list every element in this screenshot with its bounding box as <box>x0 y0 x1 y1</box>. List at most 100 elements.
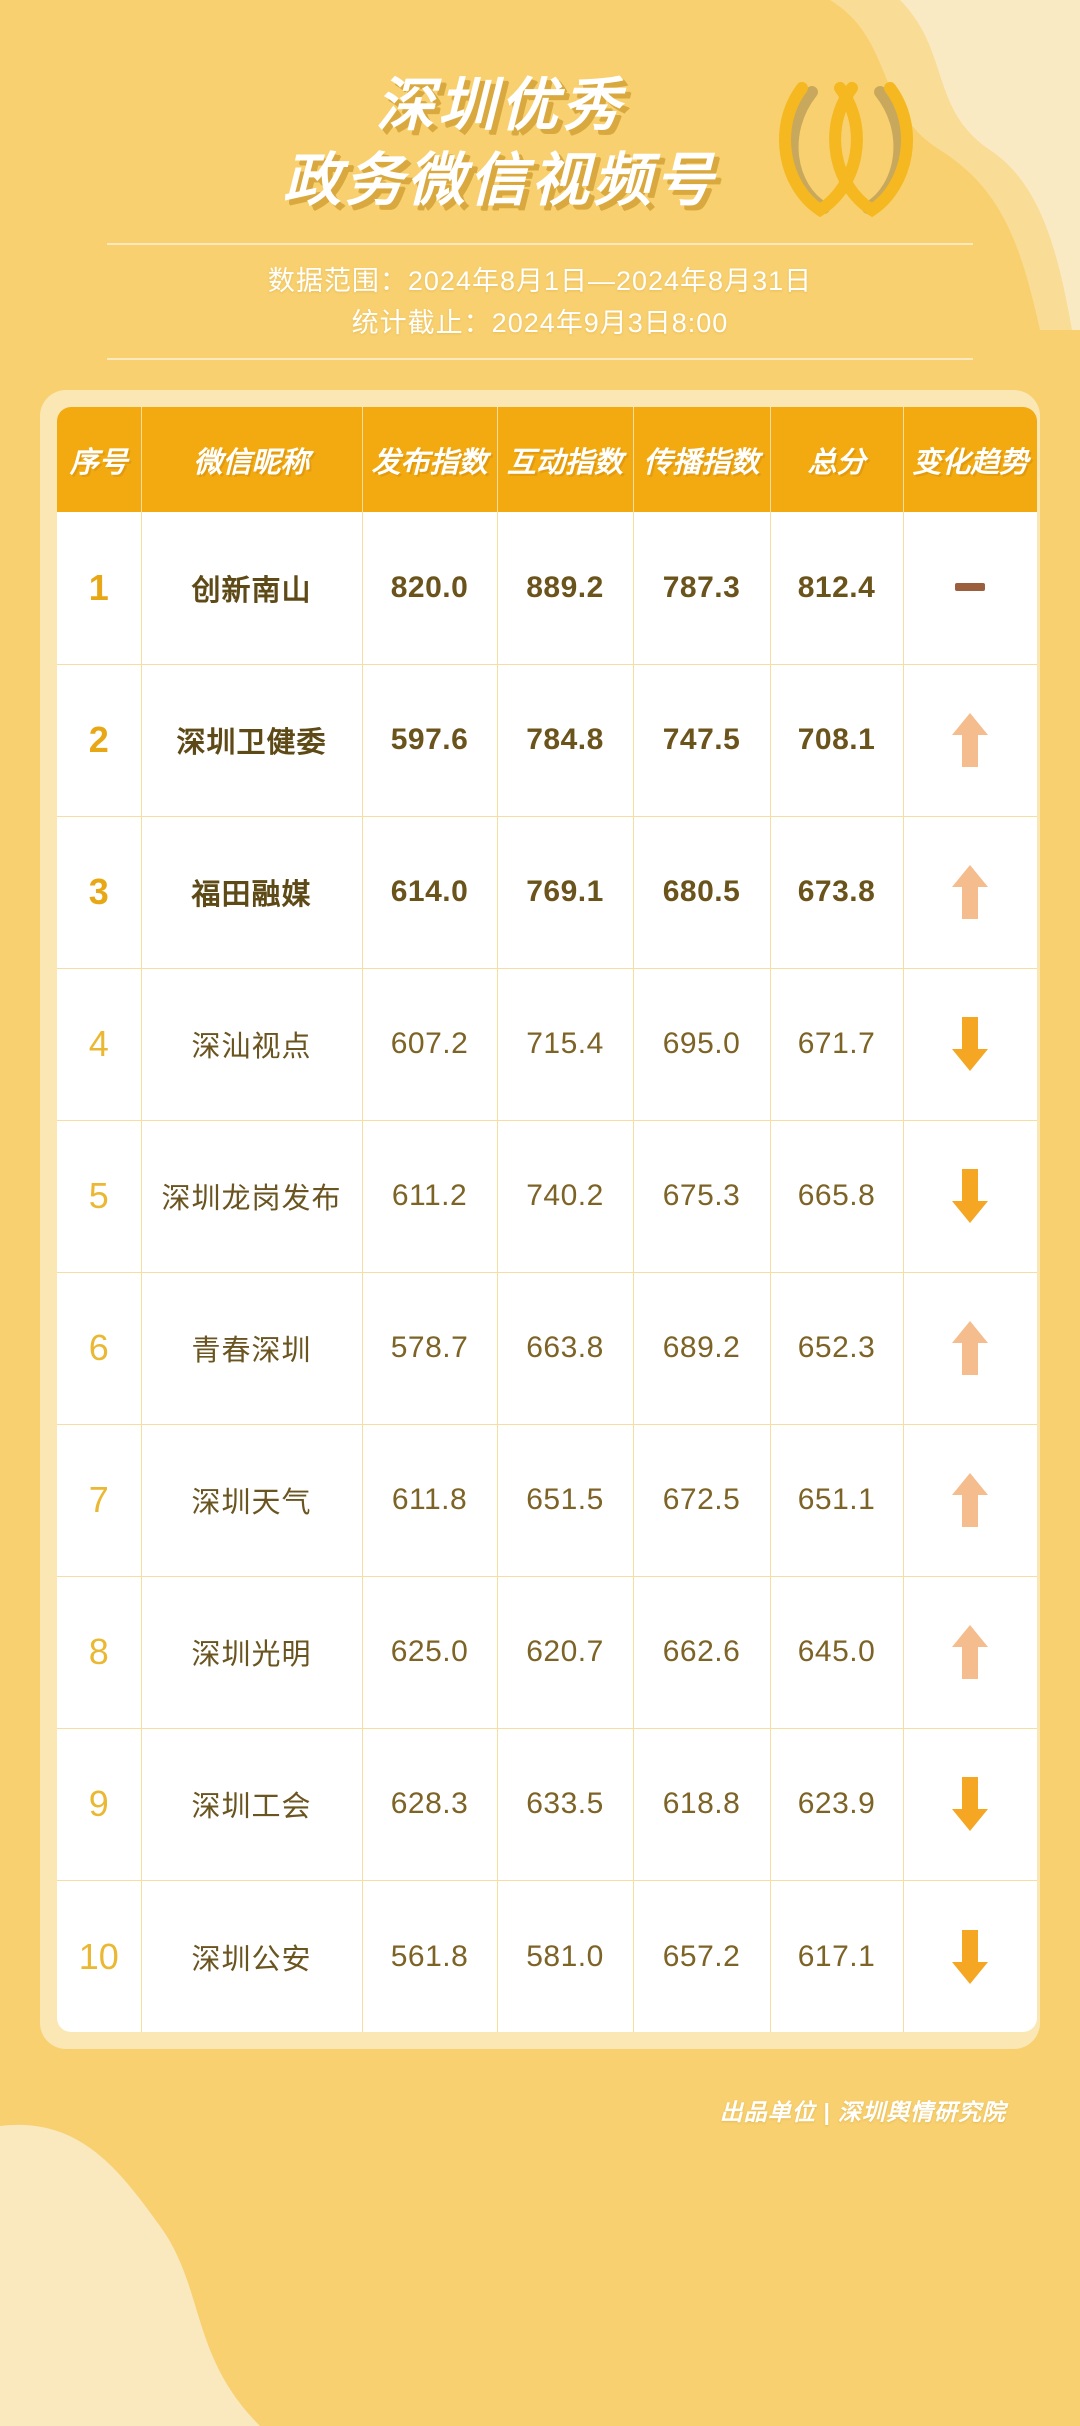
cell-rank-text: 1 <box>88 567 109 609</box>
cell-nickname-text: 深圳公安 <box>191 1943 312 1976</box>
cell-nickname: 福田融媒 <box>141 816 363 969</box>
cell-spread: 689.2 <box>633 1272 771 1425</box>
cell-interact: 740.2 <box>497 1120 634 1273</box>
cell-spread-text: 662.6 <box>662 1635 741 1669</box>
table-header-row: 序号 微信昵称 发布指数 互动指数 传播指数 总分 变化趋势 <box>57 407 1037 513</box>
cell-publish-text: 578.7 <box>390 1331 469 1365</box>
data-range-text: 数据范围：2024年8月1日—2024年8月31日 <box>267 265 813 296</box>
cell-rank-text: 6 <box>88 1327 109 1369</box>
header-divider-top <box>107 242 973 245</box>
column-header-spread: 传播指数 <box>633 407 771 513</box>
cell-interact: 769.1 <box>497 816 634 969</box>
table-row: 1 创新南山 820.0 889.2 787.3 812.4 <box>57 512 1037 665</box>
table-row: 5 深圳龙岗发布 611.2 740.2 675.3 665.8 <box>57 1120 1037 1273</box>
cell-nickname-text: 深圳天气 <box>191 1487 312 1520</box>
cell-total: 673.8 <box>770 816 904 969</box>
table-row: 10 深圳公安 561.8 581.0 657.2 617.1 <box>57 1880 1037 2033</box>
cell-total: 652.3 <box>770 1272 904 1425</box>
cell-rank-text: 9 <box>88 1783 109 1825</box>
cell-interact: 784.8 <box>497 664 634 817</box>
cell-publish-text: 614.0 <box>390 875 469 909</box>
table-row: 2 深圳卫健委 597.6 784.8 747.5 708.1 <box>57 664 1037 817</box>
page-header: 深圳优秀 政务微信视频号 数据范围：2024年8月1日—2024年8月31日 统… <box>0 0 1080 361</box>
cell-total: 665.8 <box>770 1120 904 1273</box>
arrow-up-icon <box>904 1577 1038 1728</box>
cell-publish: 625.0 <box>362 1576 498 1729</box>
cell-publish-text: 611.2 <box>391 1179 468 1213</box>
cell-publish-text: 597.6 <box>390 723 469 757</box>
cell-spread-text: 680.5 <box>662 875 741 909</box>
cell-nickname-text: 深圳龙岗发布 <box>161 1183 342 1216</box>
table-header: 序号 微信昵称 发布指数 互动指数 传播指数 总分 变化趋势 <box>57 407 1037 513</box>
column-header-interact: 互动指数 <box>497 407 634 513</box>
table-row: 4 深汕视点 607.2 715.4 695.0 671.7 <box>57 968 1037 1121</box>
cell-publish-text: 561.8 <box>390 1939 469 1973</box>
cell-interact: 889.2 <box>497 512 634 665</box>
cell-spread: 695.0 <box>633 968 771 1121</box>
cell-spread: 618.8 <box>633 1728 771 1881</box>
cell-publish: 597.6 <box>362 664 498 817</box>
column-header-rank: 序号 <box>57 407 142 513</box>
cell-interact-text: 581.0 <box>526 1939 604 1973</box>
cell-trend <box>903 1728 1037 1880</box>
cell-rank: 9 <box>57 1728 142 1881</box>
cell-rank: 3 <box>57 816 142 969</box>
table-row: 8 深圳光明 625.0 620.7 662.6 645.0 <box>57 1576 1037 1729</box>
cell-trend <box>903 664 1037 816</box>
cell-total-text: 652.3 <box>797 1331 876 1365</box>
cell-rank-text: 5 <box>88 1175 109 1217</box>
arrow-up-icon <box>904 1273 1038 1424</box>
table-row: 9 深圳工会 628.3 633.5 618.8 623.9 <box>57 1728 1037 1881</box>
table-body: 1 创新南山 820.0 889.2 787.3 812.4 2 深圳卫健委 597.6 784.… <box>57 512 1038 2033</box>
cell-trend <box>903 1424 1037 1576</box>
cell-nickname-text: 深圳卫健委 <box>176 727 327 760</box>
cell-total: 812.4 <box>770 512 904 665</box>
header-subtitle: 数据范围：2024年8月1日—2024年8月31日 统计截止：2024年9月3日… <box>0 245 1080 359</box>
cell-spread: 747.5 <box>633 664 771 817</box>
cell-nickname: 深圳公安 <box>141 1880 363 2033</box>
cell-spread: 672.5 <box>633 1424 771 1577</box>
cell-rank-text: 4 <box>88 1023 109 1065</box>
arrow-down-icon <box>904 1121 1038 1272</box>
cell-spread-text: 787.3 <box>662 571 741 605</box>
cell-rank-text: 7 <box>88 1479 109 1521</box>
cell-nickname-text: 深圳光明 <box>191 1639 312 1672</box>
cell-interact-text: 651.5 <box>526 1483 604 1517</box>
cell-total-text: 812.4 <box>797 571 876 605</box>
cell-total-text: 708.1 <box>797 723 876 757</box>
arrow-down-icon <box>904 1729 1038 1880</box>
cell-interact-text: 633.5 <box>526 1787 604 1821</box>
cell-spread: 675.3 <box>633 1120 771 1273</box>
cell-spread: 662.6 <box>633 1576 771 1729</box>
cell-publish: 614.0 <box>362 816 498 969</box>
table-row: 6 青春深圳 578.7 663.8 689.2 652.3 <box>57 1272 1038 1425</box>
cell-rank-text: 2 <box>88 719 109 761</box>
cell-total-text: 623.9 <box>797 1787 876 1821</box>
cell-spread: 787.3 <box>633 512 771 665</box>
cell-total-text: 671.7 <box>797 1027 876 1061</box>
cell-spread-text: 657.2 <box>662 1939 741 1973</box>
cell-nickname: 深圳光明 <box>141 1576 363 1729</box>
cell-spread-text: 672.5 <box>662 1483 741 1517</box>
header-divider-bottom <box>107 358 973 361</box>
cell-nickname-text: 青春深圳 <box>191 1335 312 1368</box>
cell-rank: 5 <box>57 1120 142 1273</box>
cell-nickname: 深圳卫健委 <box>141 664 363 817</box>
cell-trend <box>903 1120 1037 1272</box>
cell-rank: 10 <box>57 1880 142 2033</box>
cell-interact: 651.5 <box>497 1424 634 1577</box>
cell-publish-text: 628.3 <box>390 1787 469 1821</box>
cell-interact-text: 784.8 <box>526 723 604 757</box>
cell-nickname: 深圳龙岗发布 <box>141 1120 363 1273</box>
cell-interact-text: 620.7 <box>526 1635 604 1669</box>
cell-publish: 561.8 <box>362 1880 498 2033</box>
cell-trend <box>903 1576 1037 1728</box>
cell-spread-text: 747.5 <box>662 723 741 757</box>
cell-spread-text: 695.0 <box>662 1027 741 1061</box>
cell-rank: 1 <box>57 512 142 665</box>
cell-interact: 663.8 <box>497 1272 634 1425</box>
cell-interact-text: 740.2 <box>526 1179 604 1213</box>
arrow-up-icon <box>904 817 1038 968</box>
table-row: 7 深圳天气 611.8 651.5 672.5 651.1 <box>57 1424 1037 1577</box>
